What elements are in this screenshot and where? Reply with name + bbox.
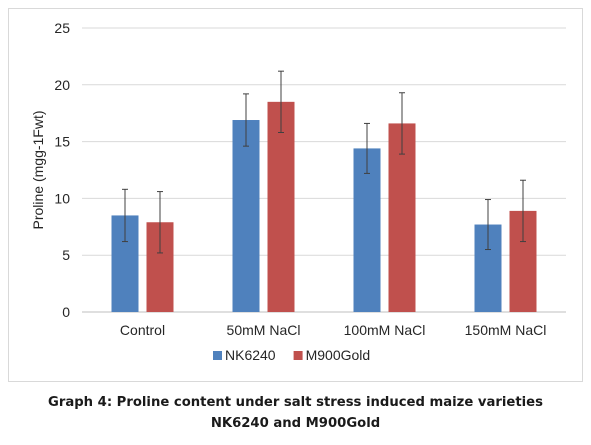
bar-nk6240-2 xyxy=(232,120,260,313)
chart-frame xyxy=(8,8,583,382)
bars xyxy=(111,101,537,313)
x-tick-label: 50mM NaCl xyxy=(227,322,301,338)
y-tick-labels: 0 5 10 15 20 25 xyxy=(54,20,70,320)
bar-m900gold-2 xyxy=(267,101,295,312)
legend-swatch-nk6240 xyxy=(213,351,222,360)
legend-label-m900gold: M900Gold xyxy=(306,347,371,363)
x-tick-label: 100mM NaCl xyxy=(344,322,426,338)
error-bars xyxy=(122,70,526,254)
caption-line-2: NK6240 and M900Gold xyxy=(210,416,381,431)
caption-line-1: Graph 4: Proline content under salt stre… xyxy=(48,395,543,410)
legend-label-nk6240: NK6240 xyxy=(225,347,276,363)
bar-nk6240-3 xyxy=(353,148,381,312)
y-tick-label: 5 xyxy=(62,247,70,263)
y-tick-label: 15 xyxy=(54,134,70,150)
figure-caption: Graph 4: Proline content under salt stre… xyxy=(0,392,591,434)
y-axis-label: Proline (mgg-1Fwt) xyxy=(30,110,46,229)
legend: NK6240 M900Gold xyxy=(213,347,370,363)
legend-swatch-m900gold xyxy=(293,351,303,360)
x-tick-label: 150mM NaCl xyxy=(465,322,547,338)
y-tick-label: 25 xyxy=(54,20,70,36)
x-tick-labels: Control 50mM NaCl 100mM NaCl 150mM NaCl xyxy=(120,322,546,338)
proline-bar-chart: 0 5 10 15 20 25 Control 50mM NaCl 100mM NaCl 150… xyxy=(30,20,566,363)
y-tick-label: 20 xyxy=(54,77,70,93)
bar-m900gold-3 xyxy=(388,123,416,312)
y-tick-label: 10 xyxy=(54,190,70,206)
y-tick-label: 0 xyxy=(62,304,70,320)
x-tick-label: Control xyxy=(120,322,165,338)
